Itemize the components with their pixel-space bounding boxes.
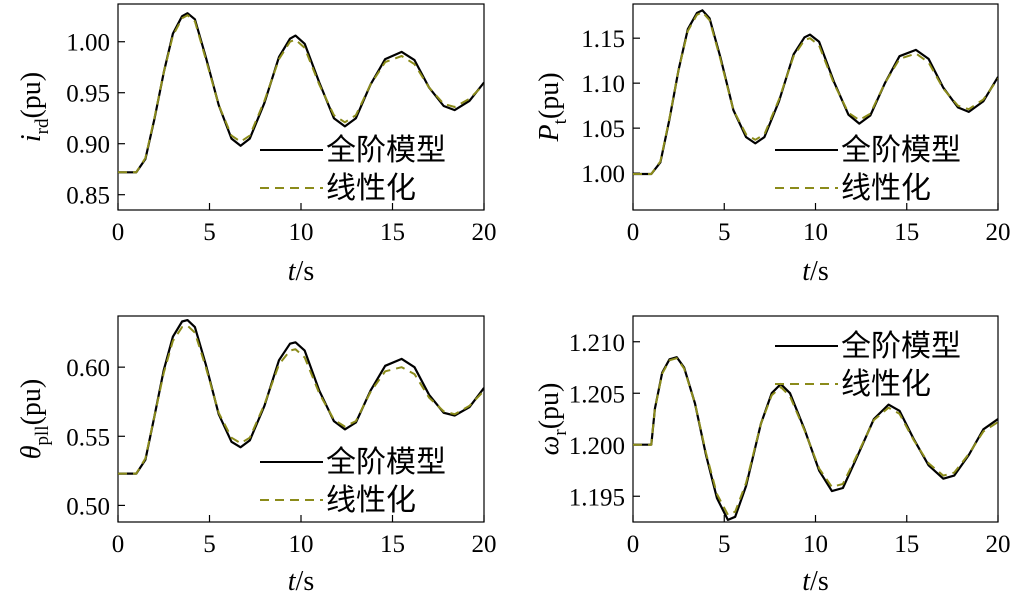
y-tick-label: 1.210	[569, 330, 625, 357]
y-tick-label: 1.15	[581, 26, 625, 53]
x-tick-label: 20	[986, 531, 1011, 558]
x-tick-label: 20	[472, 531, 497, 558]
y-tick-label: 0.85	[66, 183, 110, 210]
y-axis-label: θpll(pu)	[16, 379, 53, 459]
legend-label: 线性化	[326, 171, 416, 206]
x-tick-label: 10	[803, 219, 828, 246]
x-axis-label: t/s	[288, 566, 314, 594]
series-line-linearized	[118, 14, 484, 174]
chart-panel-top-left: 0 5 10 15 20 0.85 0.90 0.95 1.00 t/s ird(pu) 全阶模型线性…	[16, 3, 497, 287]
x-tick-label: 10	[803, 531, 828, 558]
x-tick-label: 15	[380, 531, 405, 558]
legend-label: 线性化	[841, 171, 931, 206]
legend-label: 全阶模型	[841, 329, 961, 364]
legend-label: 线性化	[841, 367, 931, 402]
x-tick-label: 5	[203, 531, 216, 558]
x-tick-label: 15	[380, 219, 405, 246]
y-axis-label: ird(pu)	[16, 72, 53, 142]
y-tick-label: 0.90	[66, 132, 110, 159]
x-tick-label: 20	[986, 219, 1011, 246]
y-tick-label: 1.200	[569, 433, 625, 460]
x-tick-label: 5	[718, 531, 731, 558]
legend-label: 全阶模型	[326, 133, 446, 168]
y-axis-label: Pt(pu)	[534, 72, 571, 142]
x-axis-label: t/s	[802, 256, 828, 287]
x-tick-label: 0	[112, 531, 125, 558]
y-tick-label: 1.00	[581, 161, 625, 188]
x-tick-label: 0	[627, 531, 640, 558]
x-tick-label: 5	[718, 219, 731, 246]
y-tick-label: 0.55	[66, 424, 110, 451]
x-tick-label: 0	[112, 219, 125, 246]
y-tick-label: 1.10	[581, 71, 625, 98]
y-tick-label: 1.195	[569, 484, 625, 511]
series-line-linearized	[633, 11, 998, 175]
x-tick-label: 5	[203, 219, 216, 246]
y-tick-label: 1.205	[569, 381, 625, 408]
y-tick-label: 0.50	[66, 493, 110, 520]
y-tick-label: 0.95	[66, 81, 110, 108]
x-tick-label: 20	[472, 219, 497, 246]
y-tick-label: 1.05	[581, 116, 625, 143]
series-line-full-order	[118, 319, 484, 475]
series-line-linearized	[633, 357, 998, 516]
x-tick-label: 10	[289, 531, 314, 558]
x-tick-label: 0	[627, 219, 640, 246]
x-axis-label: t/s	[288, 256, 314, 287]
y-tick-label: 1.00	[66, 30, 110, 57]
x-tick-label: 15	[894, 531, 919, 558]
plot-frame	[632, 3, 999, 211]
y-axis-label: ωr(pu)	[534, 383, 571, 456]
legend-label: 全阶模型	[841, 133, 961, 168]
legend-label: 线性化	[326, 483, 416, 518]
y-tick-label: 0.60	[66, 355, 110, 382]
chart-panel-bottom-right: 0 5 10 15 20 1.195 1.200 1.205 1.210 t/s ωr(pu) 全阶模…	[534, 315, 1011, 597]
series-line-linearized	[118, 324, 484, 475]
series-line-full-order	[633, 356, 998, 521]
x-axis-label: t/s	[802, 566, 828, 594]
legend-label: 全阶模型	[326, 445, 446, 480]
x-tick-label: 10	[289, 219, 314, 246]
x-tick-label: 15	[894, 219, 919, 246]
